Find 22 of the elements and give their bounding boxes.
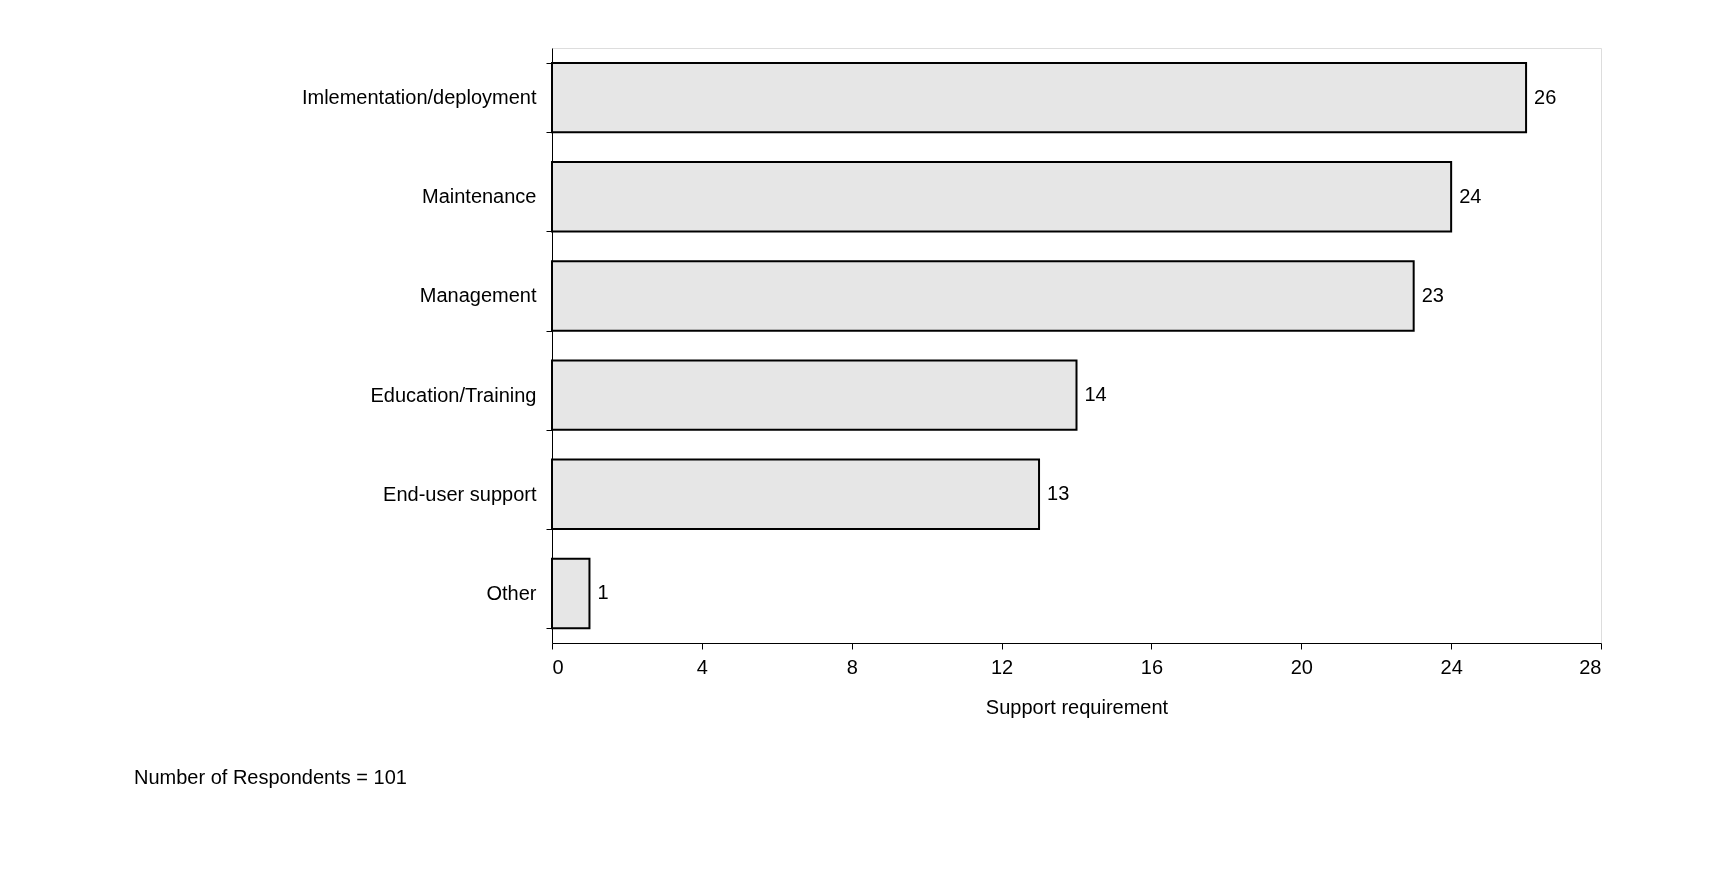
y-tick-label: Other bbox=[486, 581, 537, 604]
y-tick-label: Maintenance bbox=[421, 185, 537, 208]
x-tick-label: 28 bbox=[1579, 655, 1602, 678]
y-tick-label: End-user support bbox=[383, 482, 537, 505]
x-tick-label: 8 bbox=[846, 655, 858, 678]
x-tick-label: 12 bbox=[990, 655, 1014, 678]
y-tick-label: Imlementation/deployment bbox=[301, 86, 537, 109]
x-tick-label: 16 bbox=[1140, 655, 1164, 678]
data-label: 14 bbox=[1084, 383, 1107, 406]
x-tick-label: 4 bbox=[696, 655, 708, 678]
y-tick-label: Management bbox=[419, 284, 537, 307]
x-tick-label: 20 bbox=[1290, 655, 1313, 678]
data-label: 23 bbox=[1421, 283, 1444, 306]
data-label: 24 bbox=[1459, 184, 1482, 207]
data-label: 1 bbox=[597, 581, 609, 604]
x-tick-label: 24 bbox=[1440, 655, 1463, 678]
data-label: 26 bbox=[1534, 85, 1557, 108]
text: Number of Respondents = 101 bbox=[134, 766, 407, 788]
x-axis-title: Support requirement bbox=[985, 695, 1169, 718]
y-tick-label: Education/Training bbox=[370, 383, 537, 406]
x-tick-label: 0 bbox=[552, 655, 564, 678]
data-label: 13 bbox=[1047, 482, 1070, 505]
